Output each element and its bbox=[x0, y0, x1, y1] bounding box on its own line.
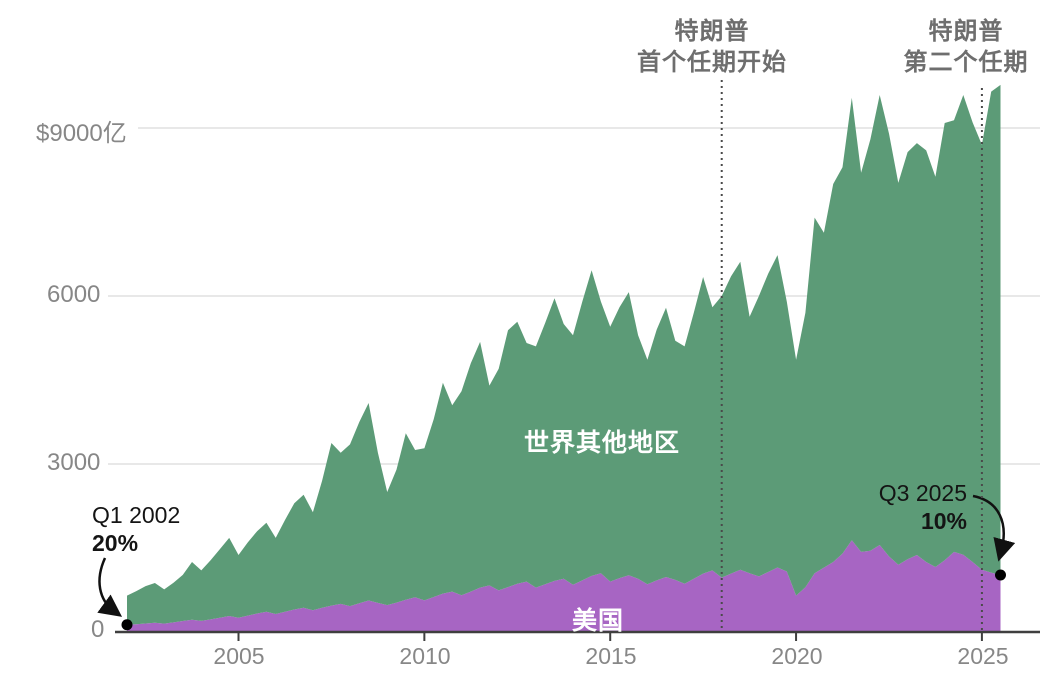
annotation-line2: 第二个任期 bbox=[903, 49, 1029, 76]
start-callout-arrow bbox=[97, 557, 123, 617]
area-us bbox=[127, 540, 1001, 632]
y-axis-label-6000: 6000 bbox=[47, 281, 101, 308]
x-axis-label-2025: 2025 bbox=[957, 643, 1009, 669]
x-axis-label-2005: 2005 bbox=[213, 643, 265, 669]
y-axis-label-3000: 3000 bbox=[47, 449, 101, 476]
annotation-line1: 特朗普 bbox=[674, 18, 750, 45]
x-axis-label-2015: 2015 bbox=[585, 643, 637, 669]
end-callout: Q3 2025 10% bbox=[879, 479, 967, 535]
start-callout-share: 20% bbox=[92, 530, 139, 556]
annotation-trump-first-term: 特朗普 首个任期开始 bbox=[637, 16, 787, 78]
start-callout: Q1 2002 20% bbox=[92, 501, 180, 557]
x-axis-label-2010: 2010 bbox=[399, 643, 451, 669]
y-axis-label-0: 0 bbox=[91, 616, 105, 643]
end-callout-share: 10% bbox=[920, 508, 967, 534]
series-label-world: 世界其他地区 bbox=[523, 429, 681, 457]
start-callout-period: Q1 2002 bbox=[92, 502, 181, 528]
end-callout-arrow bbox=[972, 494, 1016, 562]
series-label-us: 美国 bbox=[571, 607, 625, 635]
end-point-dot bbox=[994, 569, 1006, 581]
annotation-line2: 首个任期开始 bbox=[637, 49, 787, 76]
annotation-line1: 特朗普 bbox=[928, 18, 1004, 45]
start-point-dot bbox=[121, 619, 133, 631]
annotation-trump-second-term: 特朗普 第二个任期 bbox=[904, 16, 1029, 78]
x-axis-label-2020: 2020 bbox=[771, 643, 823, 669]
end-callout-period: Q3 2025 bbox=[878, 480, 967, 506]
area-world bbox=[127, 84, 1001, 625]
y-axis-label-9000: $9000亿 bbox=[36, 120, 127, 147]
